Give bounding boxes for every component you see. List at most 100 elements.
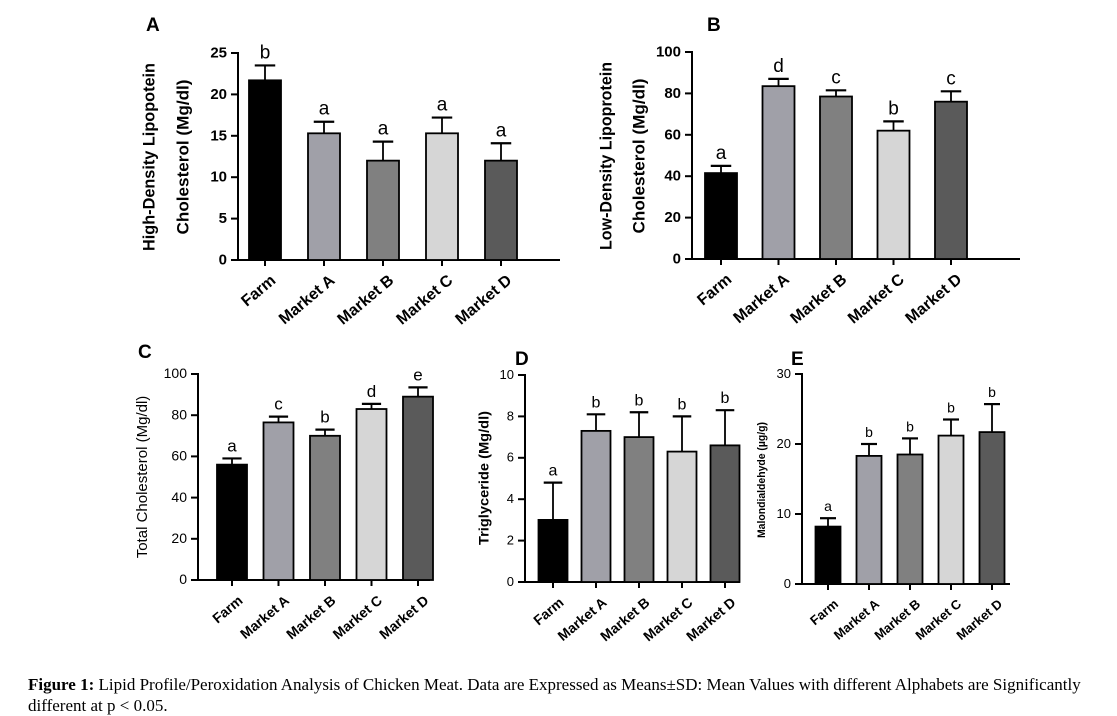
significance-letter: a xyxy=(716,143,727,164)
y-tick-label: 20 xyxy=(777,436,791,451)
y-tick-label: 15 xyxy=(210,127,227,144)
bar xyxy=(580,429,612,583)
y-tick-label: 40 xyxy=(171,489,187,505)
y-tick-label: 10 xyxy=(210,169,227,186)
significance-letter: c xyxy=(946,68,956,89)
y-tick-label: 0 xyxy=(219,251,227,268)
y-axis-title: High-Density Lipopotein xyxy=(139,63,158,251)
x-tick-label: Market B xyxy=(283,592,339,642)
bar xyxy=(896,453,924,585)
bar xyxy=(262,421,295,581)
significance-letter: b xyxy=(592,394,601,411)
y-tick-label: 30 xyxy=(777,366,791,381)
y-axis-title: Low-Density Lipoprotein xyxy=(596,62,615,250)
significance-letter: b xyxy=(988,384,996,400)
significance-letter: a xyxy=(227,436,237,455)
y-tick-label: 100 xyxy=(164,365,188,381)
figure-caption: Figure 1: Lipid Profile/Peroxidation Ana… xyxy=(28,674,1113,716)
bar xyxy=(484,159,518,261)
chart-panel-e: E 0 10 20 30 Malondialdehyde (µg/g) a Farm b Mark… xyxy=(756,349,1010,643)
bar xyxy=(855,454,883,585)
chart-panel-b: B 0 20 40 60 80 100 Low-Density Lipoprotein Chol… xyxy=(596,15,1020,327)
significance-letter: b xyxy=(865,424,873,440)
x-tick-label: Market D xyxy=(376,592,432,642)
panel-label: C xyxy=(138,342,152,363)
bar xyxy=(937,434,965,585)
x-tick-label: Farm xyxy=(238,272,279,310)
x-tick-label: Farm xyxy=(209,592,246,626)
x-tick-label: Farm xyxy=(694,271,735,309)
significance-letter: b xyxy=(678,396,687,413)
bar xyxy=(814,525,842,585)
chart-panel-c: C 0 20 40 60 80 100 Total Cholesterol (Mg/dl) a F… xyxy=(134,342,434,642)
x-tick-label: Farm xyxy=(807,596,841,628)
y-tick-label: 0 xyxy=(179,571,187,587)
significance-letter: a xyxy=(437,95,448,116)
x-tick-label: Market D xyxy=(903,271,966,327)
x-tick-label: Market A xyxy=(731,271,794,327)
x-tick-label: Market B xyxy=(788,271,851,327)
chart-panel-a: A 0 5 10 15 20 25 High-Density Lipopotein Choles… xyxy=(139,15,560,328)
y-tick-label: 0 xyxy=(507,574,514,589)
y-tick-label: 10 xyxy=(777,506,791,521)
y-tick-label: 6 xyxy=(507,450,514,465)
panel-label: B xyxy=(707,15,721,36)
y-axis-title: Cholesterol (Mg/dl) xyxy=(173,80,192,235)
bar xyxy=(355,408,388,581)
y-tick-label: 80 xyxy=(171,406,187,422)
y-tick-label: 25 xyxy=(210,44,227,61)
significance-letter: c xyxy=(831,67,841,88)
x-tick-label: Market A xyxy=(237,592,292,642)
caption-text: Lipid Profile/Peroxidation Analysis of C… xyxy=(28,675,1081,715)
y-tick-label: 60 xyxy=(664,126,681,143)
bar xyxy=(819,95,853,260)
bar xyxy=(709,444,741,583)
x-tick-label: Market D xyxy=(453,272,516,328)
bar xyxy=(704,172,738,260)
y-tick-label: 0 xyxy=(673,250,681,267)
y-tick-label: 80 xyxy=(664,85,681,102)
significance-letter: a xyxy=(549,463,558,480)
significance-letter: e xyxy=(413,365,422,384)
x-tick-label: Market B xyxy=(335,272,398,328)
bar xyxy=(307,132,341,261)
y-axis-title: Malondialdehyde (µg/g) xyxy=(756,422,768,538)
x-tick-label: Market C xyxy=(845,271,908,328)
x-tick-label: Market C xyxy=(330,592,386,642)
y-tick-label: 20 xyxy=(664,209,681,226)
y-axis-title: Triglyceride (Mg/dl) xyxy=(476,411,492,545)
x-tick-label: Farm xyxy=(530,594,567,628)
significance-letter: b xyxy=(721,390,730,407)
bar xyxy=(978,431,1006,585)
significance-letter: a xyxy=(496,120,507,141)
x-tick-label: Market D xyxy=(953,596,1005,643)
y-tick-label: 5 xyxy=(219,210,227,227)
significance-letter: b xyxy=(906,418,914,434)
significance-letter: a xyxy=(378,119,389,140)
y-tick-label: 8 xyxy=(507,408,514,423)
significance-letter: a xyxy=(824,498,832,514)
x-tick-label: Market C xyxy=(394,272,457,329)
significance-letter: d xyxy=(773,56,784,77)
bar xyxy=(761,85,796,260)
significance-letter: b xyxy=(260,42,271,63)
bar xyxy=(366,159,400,261)
bar xyxy=(623,436,655,583)
y-tick-label: 60 xyxy=(171,448,187,464)
significance-letter: a xyxy=(319,99,330,120)
bar xyxy=(216,463,248,581)
significance-letter: b xyxy=(947,400,955,416)
bar xyxy=(537,519,569,583)
caption-label: Figure 1: xyxy=(28,675,95,694)
y-axis-title: Total Cholesterol (Mg/dl) xyxy=(134,396,151,559)
panel-label: D xyxy=(515,349,529,370)
significance-letter: b xyxy=(888,98,899,119)
y-tick-label: 2 xyxy=(507,533,514,548)
y-tick-label: 40 xyxy=(664,168,681,185)
bar xyxy=(248,79,282,261)
bar xyxy=(402,395,434,581)
y-axis-title: Cholesterol (Mg/dl) xyxy=(629,79,648,234)
significance-letter: d xyxy=(367,382,376,401)
bar xyxy=(934,100,968,260)
